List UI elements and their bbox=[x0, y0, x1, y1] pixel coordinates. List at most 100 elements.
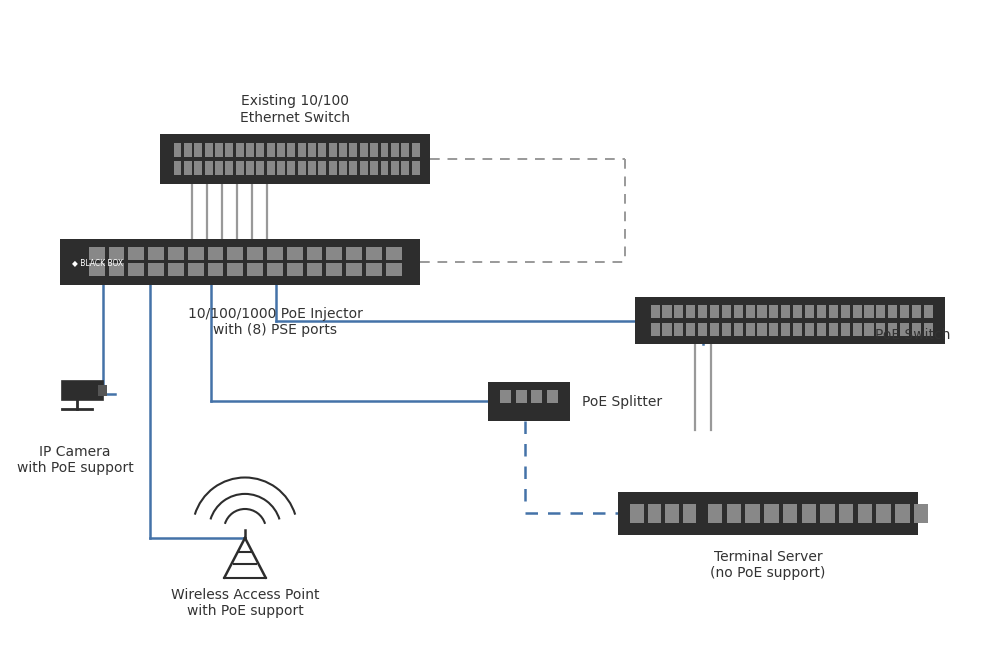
Bar bbox=[858, 504, 872, 523]
Bar bbox=[318, 161, 326, 175]
Bar bbox=[247, 247, 263, 260]
Bar bbox=[247, 263, 263, 276]
Bar bbox=[662, 305, 672, 318]
Bar bbox=[722, 323, 731, 336]
Bar bbox=[650, 323, 660, 336]
Bar bbox=[174, 161, 181, 175]
Bar bbox=[781, 323, 790, 336]
Bar bbox=[635, 297, 945, 344]
Bar bbox=[194, 143, 202, 157]
Bar bbox=[148, 263, 164, 276]
Bar bbox=[287, 263, 303, 276]
Bar bbox=[256, 143, 264, 157]
Bar bbox=[727, 504, 741, 523]
Bar bbox=[769, 305, 778, 318]
Bar bbox=[339, 161, 347, 175]
Bar bbox=[650, 305, 660, 318]
Bar bbox=[370, 161, 378, 175]
Bar bbox=[246, 161, 254, 175]
Bar bbox=[349, 161, 357, 175]
Bar bbox=[307, 247, 322, 260]
Bar bbox=[391, 161, 399, 175]
Bar bbox=[215, 161, 223, 175]
Bar bbox=[215, 143, 223, 157]
Bar bbox=[698, 305, 707, 318]
Bar bbox=[360, 143, 368, 157]
Bar bbox=[194, 161, 202, 175]
Bar bbox=[370, 143, 378, 157]
Bar bbox=[386, 247, 402, 260]
Bar bbox=[888, 305, 897, 318]
Bar bbox=[267, 143, 275, 157]
Bar bbox=[174, 143, 181, 157]
Bar bbox=[227, 263, 243, 276]
Bar bbox=[318, 143, 326, 157]
Bar bbox=[853, 323, 862, 336]
Bar bbox=[547, 390, 558, 403]
Bar bbox=[256, 161, 264, 175]
Bar bbox=[500, 390, 511, 403]
Bar bbox=[225, 143, 233, 157]
Bar bbox=[62, 381, 103, 400]
Bar bbox=[339, 143, 347, 157]
Bar bbox=[308, 161, 316, 175]
Bar bbox=[900, 305, 909, 318]
Bar bbox=[900, 323, 909, 336]
Bar bbox=[326, 247, 342, 260]
Bar bbox=[817, 323, 826, 336]
Bar bbox=[401, 161, 409, 175]
Bar bbox=[188, 263, 204, 276]
Bar bbox=[208, 247, 223, 260]
Text: 10/100/1000 PoE Injector
with (8) PSE ports: 10/100/1000 PoE Injector with (8) PSE po… bbox=[188, 307, 362, 337]
Bar bbox=[184, 161, 192, 175]
Bar bbox=[648, 504, 661, 523]
Bar bbox=[287, 161, 295, 175]
Bar bbox=[401, 143, 409, 157]
Bar bbox=[225, 161, 233, 175]
Bar bbox=[839, 504, 853, 523]
Bar bbox=[128, 247, 144, 260]
Bar bbox=[349, 143, 357, 157]
Bar bbox=[745, 504, 760, 523]
Bar bbox=[267, 263, 283, 276]
Bar bbox=[734, 323, 743, 336]
Bar bbox=[60, 239, 420, 285]
Bar bbox=[246, 143, 254, 157]
Bar bbox=[329, 161, 337, 175]
Text: Existing 10/100
Ethernet Switch: Existing 10/100 Ethernet Switch bbox=[240, 94, 350, 125]
Bar bbox=[841, 305, 850, 318]
Text: IP Camera
with PoE support: IP Camera with PoE support bbox=[17, 445, 133, 475]
Bar bbox=[381, 143, 388, 157]
Bar bbox=[109, 247, 124, 260]
Bar bbox=[98, 385, 107, 396]
Bar bbox=[360, 161, 368, 175]
Bar bbox=[805, 305, 814, 318]
Bar bbox=[781, 305, 790, 318]
Bar bbox=[298, 143, 306, 157]
Bar bbox=[516, 390, 527, 403]
Bar bbox=[386, 263, 402, 276]
Bar bbox=[346, 247, 362, 260]
Text: PoE Splitter: PoE Splitter bbox=[582, 395, 662, 409]
Bar bbox=[236, 161, 244, 175]
Bar bbox=[746, 323, 755, 336]
Bar bbox=[841, 323, 850, 336]
Bar bbox=[366, 247, 382, 260]
Bar bbox=[308, 143, 316, 157]
Bar bbox=[876, 323, 885, 336]
Bar bbox=[184, 143, 192, 157]
Bar bbox=[618, 492, 918, 535]
Bar bbox=[412, 161, 420, 175]
Bar bbox=[326, 263, 342, 276]
Bar bbox=[924, 305, 933, 318]
Bar bbox=[805, 323, 814, 336]
Bar bbox=[924, 323, 933, 336]
Bar bbox=[346, 263, 362, 276]
Bar bbox=[630, 504, 644, 523]
Bar bbox=[914, 504, 928, 523]
Bar bbox=[148, 247, 164, 260]
Bar bbox=[912, 305, 921, 318]
Bar bbox=[277, 161, 285, 175]
Bar bbox=[710, 305, 719, 318]
Bar bbox=[89, 247, 105, 260]
